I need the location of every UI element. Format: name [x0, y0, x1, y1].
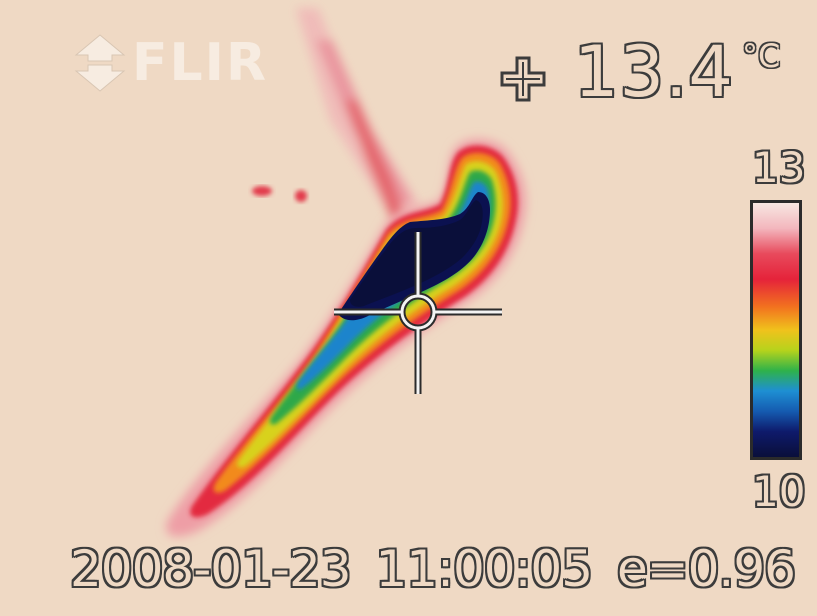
capture-time: 11:00:05 [375, 540, 593, 598]
scale-max-label: 13 [752, 143, 806, 192]
cold-object [166, 139, 526, 537]
warm-spot [252, 186, 272, 196]
flir-logo-icon [74, 34, 126, 92]
flir-logo: FLIR [72, 30, 268, 96]
brand-name: FLIR [132, 33, 269, 93]
crosshair-plus-icon [500, 56, 546, 102]
emissivity: e=0.96 [616, 540, 796, 598]
color-scale-bar [750, 200, 802, 460]
temperature-unit: °C [742, 37, 781, 75]
status-line: 2008-01-23 11:00:05 e=0.96 [70, 540, 796, 598]
warm-plume [296, 8, 420, 222]
warm-spot [295, 190, 307, 202]
spot-temperature: 13.4 [574, 31, 734, 113]
capture-date: 2008-01-23 [70, 540, 352, 598]
scale-min-label: 10 [752, 467, 806, 516]
